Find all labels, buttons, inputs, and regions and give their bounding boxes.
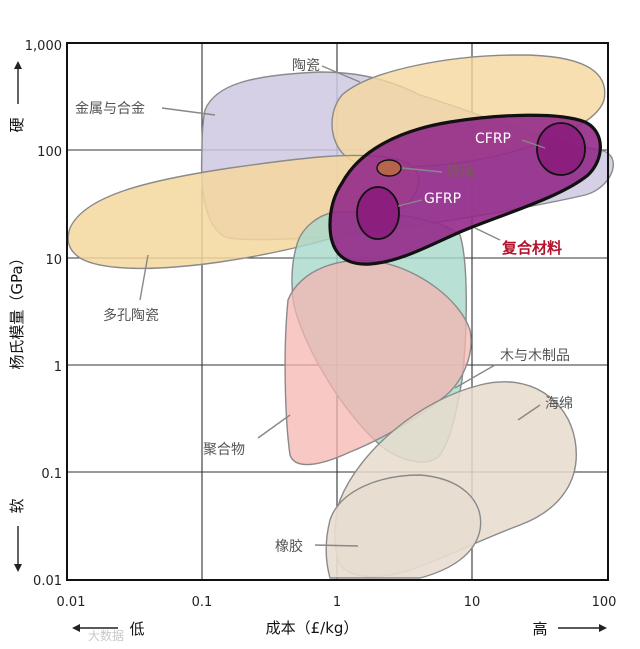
- label-foams: 海绵: [545, 395, 573, 412]
- label-gfrp: GFRP: [424, 191, 461, 207]
- region-glass: [376, 159, 402, 177]
- x-high-arrow: [558, 624, 607, 632]
- region-gfrp: [356, 186, 400, 240]
- leader-composites: [474, 227, 501, 241]
- label-wood: 木与木制品: [500, 348, 570, 364]
- watermark: 大数据: [88, 628, 124, 643]
- y-tick-0.01: 0.01: [33, 574, 62, 589]
- region-rubbers: [325, 474, 482, 579]
- leader-wood: [454, 364, 496, 389]
- y-low-arrow: [14, 526, 22, 572]
- y-axis-high-label: 硬: [8, 117, 26, 132]
- leader-foams: [517, 404, 541, 421]
- x-tick-10: 10: [464, 595, 481, 610]
- leader-polymers: [257, 414, 291, 439]
- x-tick-100: 100: [592, 595, 617, 610]
- label-ceramics: 陶瓷: [292, 58, 320, 74]
- leader-glass: [401, 167, 443, 173]
- y-tick-0.1: 0.1: [41, 467, 62, 482]
- leader-lines: [139, 65, 546, 547]
- region-cfrp: [536, 122, 586, 176]
- leader-cfrp: [521, 139, 546, 149]
- leader-gfrp: [397, 199, 423, 207]
- x-axis-title: 成本（£/kg）: [266, 619, 359, 637]
- label-composites: 复合材料: [501, 239, 562, 257]
- y-axis-title: 杨氏模量（GPa）: [8, 250, 26, 369]
- region-composites: [328, 113, 602, 266]
- plot-border: [66, 42, 609, 581]
- leader-metals: [161, 107, 216, 116]
- regions: [67, 54, 614, 579]
- y-tick-10: 10: [45, 253, 62, 268]
- x-low-arrow: [72, 624, 118, 632]
- region-labels: 陶瓷 金属与合金 多孔陶瓷 木与木制品 聚合物 海绵 橡胶 玻璃 GFRP CF…: [75, 58, 573, 555]
- label-glass: 玻璃: [446, 163, 474, 180]
- y-high-arrow: [14, 61, 22, 104]
- y-tick-100: 100: [37, 145, 62, 160]
- label-cfrp: CFRP: [475, 131, 511, 147]
- x-ticks: 0.01 0.1 1 10 100: [57, 595, 617, 610]
- label-polymers: 聚合物: [203, 442, 245, 458]
- label-metals: 金属与合金: [75, 101, 145, 117]
- leader-porous: [139, 254, 149, 301]
- y-axis-low-label: 软: [8, 498, 26, 513]
- x-axis-low-label: 低: [129, 620, 144, 638]
- leader-ceramics: [321, 65, 361, 83]
- x-tick-0.01: 0.01: [57, 595, 86, 610]
- y-tick-1: 1: [54, 360, 62, 375]
- label-porous-ceramics: 多孔陶瓷: [103, 307, 159, 324]
- x-tick-1: 1: [333, 595, 341, 610]
- y-tick-1000: 1,000: [25, 39, 62, 54]
- label-rubbers: 橡胶: [275, 538, 303, 555]
- leader-rubbers: [314, 544, 359, 547]
- x-axis-high-label: 高: [532, 620, 547, 638]
- x-tick-0.1: 0.1: [192, 595, 213, 610]
- y-ticks: 1,000 100 10 1 0.1 0.01: [25, 39, 62, 589]
